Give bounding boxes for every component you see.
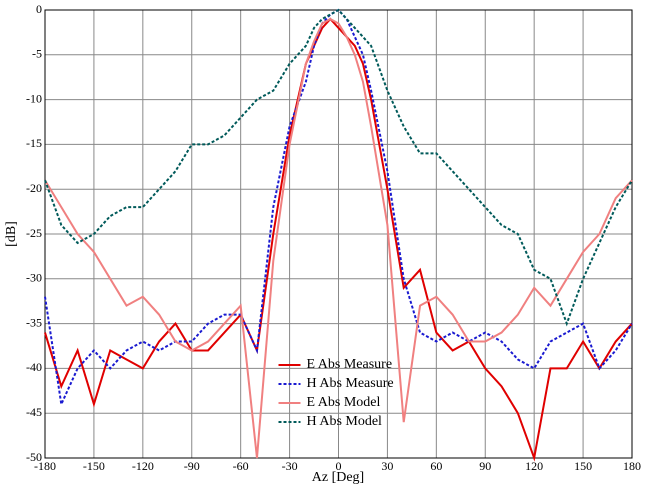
y-tick-label: -45: [26, 405, 42, 419]
series-line: [44, 17, 633, 462]
series-line: [44, 17, 633, 459]
x-tick-label: 150: [574, 459, 592, 473]
y-tick-label: -10: [26, 91, 42, 105]
y-axis-label: [dB]: [4, 221, 19, 247]
x-tick-label: 60: [430, 459, 442, 473]
legend-label: E Abs Model: [307, 395, 381, 410]
y-tick-label: -30: [26, 271, 42, 285]
x-tick-label: -120: [132, 459, 154, 473]
y-tick-label: 0: [36, 2, 42, 16]
x-tick-label: 180: [623, 459, 641, 473]
y-tick-label: -40: [26, 360, 42, 374]
x-tick-label: 30: [381, 459, 393, 473]
x-tick-label: 120: [525, 459, 543, 473]
x-axis-label: Az [Deg]: [312, 470, 364, 485]
legend-label: E Abs Measure: [307, 357, 393, 372]
series-line: [44, 8, 633, 327]
x-tick-label: -30: [282, 459, 298, 473]
x-tick-label: 90: [479, 459, 491, 473]
x-tick-label: -90: [184, 459, 200, 473]
x-tick-label: -60: [233, 459, 249, 473]
y-tick-label: -50: [26, 450, 42, 464]
legend-label: H Abs Model: [307, 414, 383, 429]
x-tick-label: -150: [83, 459, 105, 473]
x-tick-label: -180: [34, 459, 56, 473]
y-tick-label: -20: [26, 181, 42, 195]
y-tick-label: -35: [26, 315, 42, 329]
legend-label: H Abs Measure: [307, 376, 394, 391]
x-tick-label: 0: [336, 459, 342, 473]
y-tick-label: -5: [32, 47, 42, 61]
y-tick-label: -25: [26, 226, 42, 240]
y-tick-label: -15: [26, 136, 42, 150]
